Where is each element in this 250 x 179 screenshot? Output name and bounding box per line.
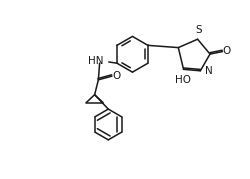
Text: S: S [196, 25, 202, 35]
Text: O: O [223, 46, 231, 56]
Text: HN: HN [88, 56, 103, 66]
Text: HO: HO [175, 75, 191, 85]
Text: N: N [205, 66, 212, 76]
Text: O: O [112, 71, 120, 81]
